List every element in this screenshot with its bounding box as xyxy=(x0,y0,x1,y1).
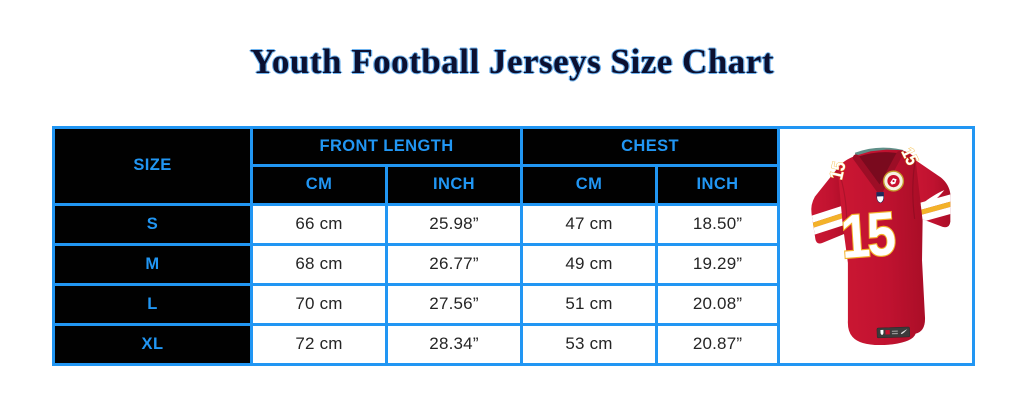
chest-cm-cell: 47 cm xyxy=(520,202,659,246)
chiefs-patch-icon xyxy=(882,170,905,192)
chest-inch-cell: 19.29” xyxy=(655,242,781,286)
right-sleeve-stripes xyxy=(911,193,952,224)
subheader-chest-cm: CM xyxy=(520,164,659,206)
jersey-illustration: 15 15 15 xyxy=(809,144,952,346)
jersey-neck-opening xyxy=(858,152,899,189)
chest-cm-cell: 49 cm xyxy=(520,242,659,286)
col-group-chest: CHEST xyxy=(520,125,781,168)
front-inch-cell: 26.77” xyxy=(384,242,524,286)
nike-swoosh-icon xyxy=(920,190,945,208)
front-cm-cell: 66 cm xyxy=(250,202,388,246)
jersey-collar xyxy=(852,150,903,194)
table-row-xl: XL 72 cm 28.34” 53 cm 20.87” xyxy=(52,322,974,367)
page-title: Youth Football Jerseys Size Chart xyxy=(250,42,774,81)
jock-tag xyxy=(876,326,911,339)
size-cell: S xyxy=(52,202,253,246)
size-cell: L xyxy=(52,282,253,326)
jersey-product-image: 15 15 15 xyxy=(780,129,972,363)
subheader-chest-inch: INCH xyxy=(655,164,781,206)
header-row-groups: SIZE FRONT LENGTH CHEST xyxy=(52,125,976,366)
shoulder-number-left: 15 xyxy=(825,159,850,181)
chest-inch-cell: 20.08” xyxy=(655,282,781,326)
chest-cm-cell: 51 cm xyxy=(520,282,659,326)
header-row-units: CM INCH CM INCH xyxy=(54,164,974,206)
size-chart-container: SIZE FRONT LENGTH CHEST xyxy=(52,125,976,367)
chest-inch-cell: 20.87” xyxy=(655,322,781,367)
front-cm-cell: 68 cm xyxy=(250,242,388,286)
front-cm-cell: 72 cm xyxy=(250,322,388,367)
size-cell: XL xyxy=(52,322,253,367)
jersey-image-cell: 15 15 15 xyxy=(777,126,976,366)
nfl-shield-icon xyxy=(876,191,885,204)
front-inch-cell: 27.56” xyxy=(384,282,524,326)
chest-number: 15 xyxy=(839,199,897,271)
chest-inch-cell: 18.50” xyxy=(655,202,781,246)
col-header-size: SIZE xyxy=(52,126,253,206)
subheader-front-cm: CM xyxy=(250,164,388,206)
table-row-m: M 68 cm 26.77” 49 cm 19.29” xyxy=(52,242,974,286)
subheader-front-inch: INCH xyxy=(384,164,524,206)
table-row-s: S 66 cm 25.98” 47 cm 18.50” xyxy=(52,202,974,246)
jersey-body xyxy=(837,149,926,346)
front-inch-cell: 25.98” xyxy=(384,202,524,246)
front-inch-cell: 28.34” xyxy=(384,322,524,367)
col-group-front-length: FRONT LENGTH xyxy=(249,125,524,168)
table-row-l: L 70 cm 27.56” 51 cm 20.08” xyxy=(52,282,974,326)
chest-cm-cell: 53 cm xyxy=(520,322,659,367)
size-cell: M xyxy=(52,242,253,286)
front-cm-cell: 70 cm xyxy=(250,282,388,326)
size-chart-table: SIZE FRONT LENGTH CHEST xyxy=(52,125,976,367)
